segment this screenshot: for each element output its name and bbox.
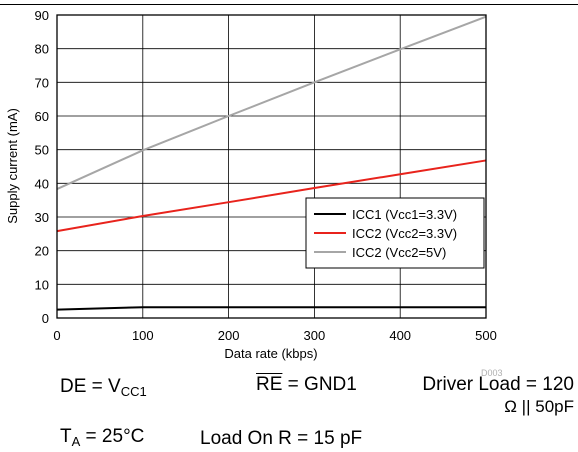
re-condition: RE = GND1 [256, 374, 357, 396]
legend-label: ICC1 (Vcc1=3.3V) [352, 207, 457, 222]
de-label: DE = V [60, 376, 121, 397]
x-axis-label: Data rate (kbps) [224, 346, 317, 361]
y-tick-label: 20 [35, 244, 49, 259]
y-tick-label: 50 [35, 143, 49, 158]
ta-label: T [60, 426, 72, 447]
driver-load-line2: Ω || 50pF [504, 397, 574, 416]
x-tick-label: 0 [53, 328, 60, 343]
x-tick-labels: 0 100 200 300 400 500 [53, 328, 496, 343]
y-tick-label: 0 [42, 311, 49, 326]
y-axis-label: Supply current (mA) [5, 108, 20, 224]
plot-frame [56, 14, 487, 319]
x-tick-label: 200 [218, 328, 240, 343]
y-tick-label: 90 [35, 8, 49, 23]
series-line-2 [56, 15, 487, 190]
series-lines [56, 15, 487, 311]
x-tick-label: 400 [389, 328, 411, 343]
legend-label: ICC2 (Vcc2=3.3V) [352, 226, 457, 241]
driver-load-condition: Driver Load = 120 Ω || 50pF [422, 374, 574, 418]
y-tick-label: 80 [35, 42, 49, 57]
series-line-1 [56, 159, 487, 233]
legend: ICC1 (Vcc1=3.3V) ICC2 (Vcc2=3.3V) ICC2 (Vc… [305, 197, 485, 269]
ta-condition: TA = 25°C [60, 426, 145, 449]
legend-label: ICC2 (Vcc2=5V) [352, 245, 446, 260]
y-tick-label: 60 [35, 109, 49, 124]
y-tick-labels: 0 10 20 30 40 50 60 70 80 90 [35, 8, 49, 326]
top-rule [0, 4, 578, 5]
re-label: RE [256, 374, 283, 395]
grid-lines [56, 14, 487, 319]
de-subscript: CC1 [120, 384, 147, 399]
re-value: = GND1 [282, 374, 357, 395]
y-tick-label: 30 [35, 210, 49, 225]
ta-subscript: A [71, 434, 81, 449]
x-tick-label: 500 [475, 328, 497, 343]
line-chart: 0 10 20 30 40 50 60 70 80 90 0 100 200 300 400 500 ICC… [5, 8, 497, 361]
de-condition: DE = VCC1 [60, 376, 147, 399]
y-tick-label: 70 [35, 75, 49, 90]
x-tick-label: 300 [304, 328, 326, 343]
y-tick-label: 40 [35, 176, 49, 191]
x-tick-label: 100 [132, 328, 154, 343]
driver-load-line1: Driver Load = 120 [422, 374, 574, 395]
figure-id: D003 [481, 368, 503, 378]
series-line-0 [56, 306, 486, 311]
ta-value: = 25°C [80, 426, 145, 447]
y-tick-label: 10 [35, 277, 49, 292]
load-on-r-condition: Load On R = 15 pF [200, 428, 363, 449]
